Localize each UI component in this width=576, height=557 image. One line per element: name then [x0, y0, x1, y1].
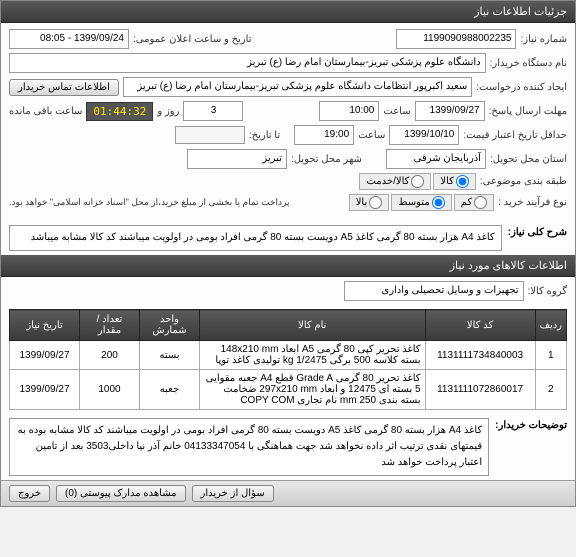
- cell-date: 1399/09/27: [10, 341, 80, 370]
- credit-deadline-label: حداقل تاریخ اعتبار قیمت:: [463, 130, 567, 141]
- day-and-label: روز و: [157, 106, 179, 117]
- section-need-info-header: جزئیات اطلاعات نیاز: [1, 1, 575, 23]
- cell-qty: 200: [80, 341, 140, 370]
- reply-deadline-label: مهلت ارسال پاسخ:: [489, 106, 567, 117]
- city-label: شهر محل تحویل:: [291, 154, 362, 165]
- ask-buyer-button[interactable]: سؤال از خریدار: [192, 485, 274, 502]
- cell-n: 1: [535, 341, 566, 370]
- till-date-label: تا تاریخ:: [249, 130, 280, 141]
- radio-mid-input[interactable]: [432, 196, 445, 209]
- col-date: تاریخ نیاز: [10, 310, 80, 341]
- budget-type-group: کالا کالا/خدمت: [359, 173, 475, 190]
- process-type-label: نوع فرآیند خرید :: [498, 197, 567, 208]
- cell-unit: بسته: [140, 341, 200, 370]
- table-row: 2 1131111072860017 کاغذ تحریر 80 گرمی Gr…: [10, 370, 567, 410]
- cell-n: 2: [535, 370, 566, 410]
- till-date-value: [175, 126, 245, 144]
- cell-name: کاغذ تحریر کپی 80 گرمی A5 ابعاد 148x210 …: [200, 341, 426, 370]
- pub-date-label: تاریخ و ساعت اعلان عمومی:: [133, 34, 252, 45]
- col-code: کد کالا: [425, 310, 535, 341]
- radio-high-input[interactable]: [369, 196, 382, 209]
- hour-label-2: ساعت: [358, 130, 385, 141]
- cell-code: 1131111072860017: [425, 370, 535, 410]
- contact-button[interactable]: اطلاعات تماس خریدار: [9, 79, 119, 96]
- radio-mid[interactable]: متوسط: [391, 194, 451, 211]
- radio-goods[interactable]: کالا: [433, 173, 476, 190]
- buyer-notes-label: توضیحات خریدار:: [495, 418, 567, 431]
- remaining-label: ساعت باقی مانده: [9, 106, 82, 117]
- province-label: استان محل تحویل:: [490, 154, 567, 165]
- deadline-date: 1399/09/27: [415, 101, 485, 121]
- credit-date: 1399/10/10: [389, 125, 459, 145]
- need-no-value: 1199090988002235: [396, 29, 516, 49]
- radio-low[interactable]: کم: [454, 194, 494, 211]
- creator-value: سعید اکبرپور انتظامات دانشگاه علوم پزشکی…: [123, 77, 472, 97]
- province-value: آذربایجان شرقی: [386, 149, 486, 169]
- buyer-notes-value: کاغذ A4 هزار بسته 80 گرمی کاغذ A5 دویست …: [9, 418, 489, 476]
- creator-label: ایجاد کننده درخواست:: [476, 82, 567, 93]
- share-key-value: کاغذ A4 هزار بسته 80 گرمی کاغذ A5 دویست …: [9, 225, 502, 251]
- radio-goods-input[interactable]: [456, 175, 469, 188]
- need-no-label: شماره نیاز:: [520, 34, 567, 45]
- pub-date-value: 1399/09/24 - 08:05: [9, 29, 129, 49]
- cell-name: کاغذ تحریر 80 گرمی Grade A قطع A4 جعبه م…: [200, 370, 426, 410]
- radio-high[interactable]: بالا: [349, 194, 390, 211]
- buyer-name-label: نام دستگاه خریدار:: [490, 58, 567, 69]
- deadline-hour: 10:00: [319, 101, 379, 121]
- cell-unit: جعبه: [140, 370, 200, 410]
- share-key-label: شرح کلی نیاز:: [508, 225, 567, 238]
- cell-code: 1131111734840003: [425, 341, 535, 370]
- col-unit: واحد شمارش: [140, 310, 200, 341]
- group-value: تجهیزات و وسایل تحصیلی واداری: [344, 281, 524, 301]
- credit-hour: 19:00: [294, 125, 354, 145]
- col-qty: تعداد / مقدار: [80, 310, 140, 341]
- col-name: نام کالا: [200, 310, 426, 341]
- countdown-timer: 01:44:32: [86, 102, 153, 121]
- table-row: 1 1131111734840003 کاغذ تحریر کپی 80 گرم…: [10, 341, 567, 370]
- city-value: تبریز: [187, 149, 287, 169]
- radio-service[interactable]: کالا/خدمت: [359, 173, 431, 190]
- buyer-name-value: دانشگاه علوم پزشکی تبریز-بیمارستان امام …: [9, 53, 486, 73]
- radio-service-input[interactable]: [411, 175, 424, 188]
- group-label: گروه کالا:: [528, 286, 567, 297]
- bottom-toolbar: سؤال از خریدار مشاهده مدارک پیوستی (0) خ…: [1, 480, 575, 506]
- view-attachments-button[interactable]: مشاهده مدارک پیوستی (0): [56, 485, 186, 502]
- radio-low-input[interactable]: [474, 196, 487, 209]
- items-table: ردیف کد کالا نام کالا واحد شمارش تعداد /…: [9, 309, 567, 410]
- hour-label-1: ساعت: [383, 106, 410, 117]
- islamic-treasury-note: پرداخت تمام یا بخشی از مبلغ خرید،از محل …: [9, 197, 289, 208]
- cell-date: 1399/09/27: [10, 370, 80, 410]
- days-remaining: 3: [183, 101, 243, 121]
- col-row: ردیف: [535, 310, 566, 341]
- cell-qty: 1000: [80, 370, 140, 410]
- section-items-header: اطلاعات کالاهای مورد نیاز: [1, 255, 575, 277]
- budget-type-label: طبقه بندی موضوعی:: [480, 176, 567, 187]
- close-button[interactable]: خروج: [9, 485, 50, 502]
- process-type-group: کم متوسط بالا: [349, 194, 494, 211]
